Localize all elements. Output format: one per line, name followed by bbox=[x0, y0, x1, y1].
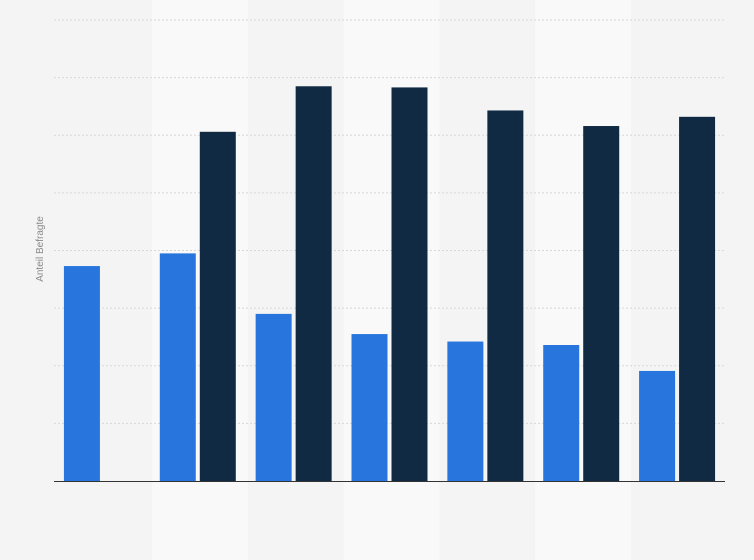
bar-series-1[interactable] bbox=[351, 334, 388, 481]
bar-series-2[interactable] bbox=[199, 131, 236, 482]
bar-series-1[interactable] bbox=[63, 266, 100, 481]
bar-series-2[interactable] bbox=[583, 126, 620, 481]
bar-series-1[interactable] bbox=[639, 370, 676, 481]
bars bbox=[63, 86, 716, 482]
bar-series-2[interactable] bbox=[391, 87, 428, 481]
bar-series-2[interactable] bbox=[679, 116, 716, 481]
bar-series-1[interactable] bbox=[543, 345, 580, 481]
y-axis-label: Anteil Befragte bbox=[35, 216, 46, 282]
bar-series-2[interactable] bbox=[487, 110, 524, 481]
bar-series-1[interactable] bbox=[159, 253, 196, 481]
bar-series-1[interactable] bbox=[447, 341, 484, 481]
bar-series-1[interactable] bbox=[255, 313, 292, 481]
bar-series-2[interactable] bbox=[295, 86, 332, 482]
